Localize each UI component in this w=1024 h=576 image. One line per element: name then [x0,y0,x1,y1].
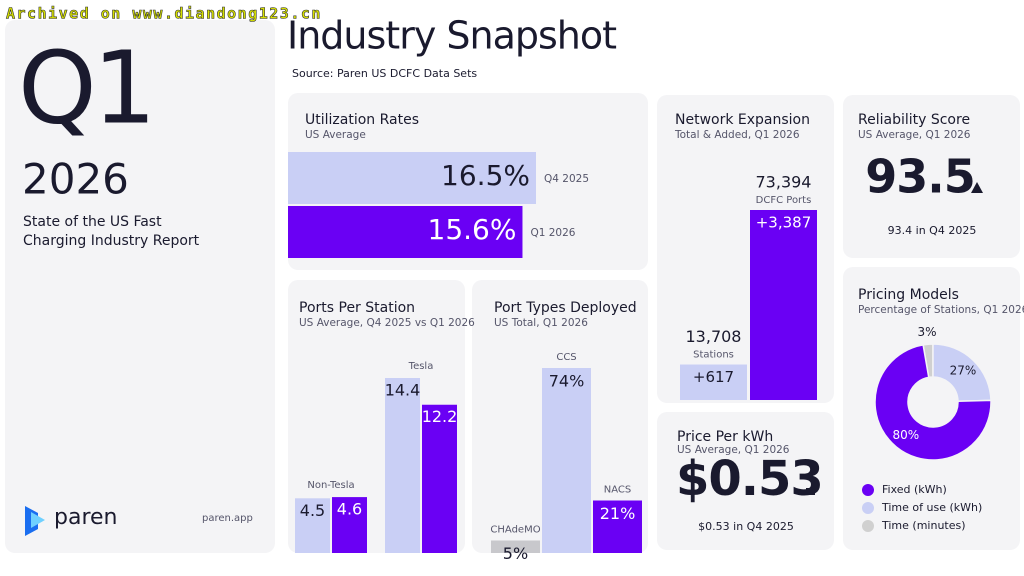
total-value: 13,708 [686,327,742,346]
page-title: Industry Snapshot [287,14,616,58]
bar-value: 4.5 [300,501,325,520]
reliability-card [843,95,1020,258]
bar [750,210,817,400]
total-unit: DCFC Ports [756,195,812,206]
brand-logo [25,506,45,536]
bar-value: 21% [600,504,636,523]
description-line: Charging Industry Report [23,233,200,249]
card-title: Utilization Rates [305,112,419,128]
card-subtitle: US Average [305,129,366,141]
bar-label: Q1 2026 [530,227,575,239]
equal-icon [806,488,815,495]
added-value: +617 [693,368,734,386]
bar-value: 15.6% [428,213,517,246]
bar-label: Q4 2025 [544,173,589,185]
card-subtitle: US Average, Q1 2026 [858,129,971,141]
watermark: Archived on www.diandong123.cn [6,5,322,23]
year: 2026 [22,155,129,204]
card-subtitle: US Average, Q4 2025 vs Q1 2026 [299,317,475,329]
category-label: NACS [604,485,631,496]
source: Source: Paren US DCFC Data Sets [292,67,477,80]
description-line: State of the US Fast [23,214,162,230]
donut-slice [874,343,992,461]
reliability-score: 93.5 [865,150,975,204]
bar [680,364,747,400]
legend-label: Time (minutes) [881,519,966,532]
card-title: Network Expansion [675,112,810,128]
bar [288,206,523,258]
pricing-card [843,267,1020,550]
bar [288,152,536,204]
brand-url: paren.app [202,513,253,524]
price-value: $0.53 [676,451,823,507]
bar-value: 4.6 [337,500,362,519]
card-title: Port Types Deployed [494,300,637,316]
legend-label: Time of use (kWh) [881,501,982,514]
reliability-comparison: 93.4 in Q4 2025 [888,224,977,237]
bar [295,498,330,553]
ports-card [288,280,465,553]
bar [422,404,457,553]
group-label: Non-Tesla [307,480,354,491]
card-subtitle: US Average, Q1 2026 [677,444,790,456]
bar-value: 16.5% [441,159,530,192]
card-title: Pricing Models [858,287,959,303]
category-label: CHAdeMO [490,525,540,536]
card-subtitle: Total & Added, Q1 2026 [674,129,800,141]
legend-swatch [862,520,874,532]
card-subtitle: US Total, Q1 2026 [494,317,588,329]
slice-label: 27% [950,364,977,378]
added-value: +3,387 [756,214,812,232]
legend-label: Fixed (kWh) [882,483,947,496]
card-title: Price Per kWh [677,429,773,445]
card-title: Ports Per Station [299,300,415,316]
price-comparison: $0.53 in Q4 2025 [698,520,794,533]
total-unit: Stations [693,350,734,361]
group-label: Tesla [408,361,434,372]
bar-value: 12.2 [422,407,458,426]
legend-swatch [862,484,874,496]
bar-value: 14.4 [385,381,421,400]
quarter: Q1 [18,29,152,146]
bar-value: 5% [503,544,528,563]
total-value: 73,394 [756,173,812,192]
bar [385,378,420,553]
up-arrow [971,182,983,193]
legend-swatch [862,502,874,514]
brand: paren [54,505,118,530]
slice-label: 3% [917,325,936,339]
bar-value: 74% [549,372,585,391]
card-subtitle: Percentage of Stations, Q1 2026 [858,304,1024,316]
price-card [657,412,834,550]
slice-label: 80% [892,428,919,442]
sidebar-card [5,20,275,553]
bar [491,540,540,553]
card-title: Reliability Score [858,112,970,128]
bar [542,368,591,553]
bar [332,497,367,553]
bar [593,500,642,553]
category-label: CCS [556,352,576,363]
donut-slice [932,343,992,403]
